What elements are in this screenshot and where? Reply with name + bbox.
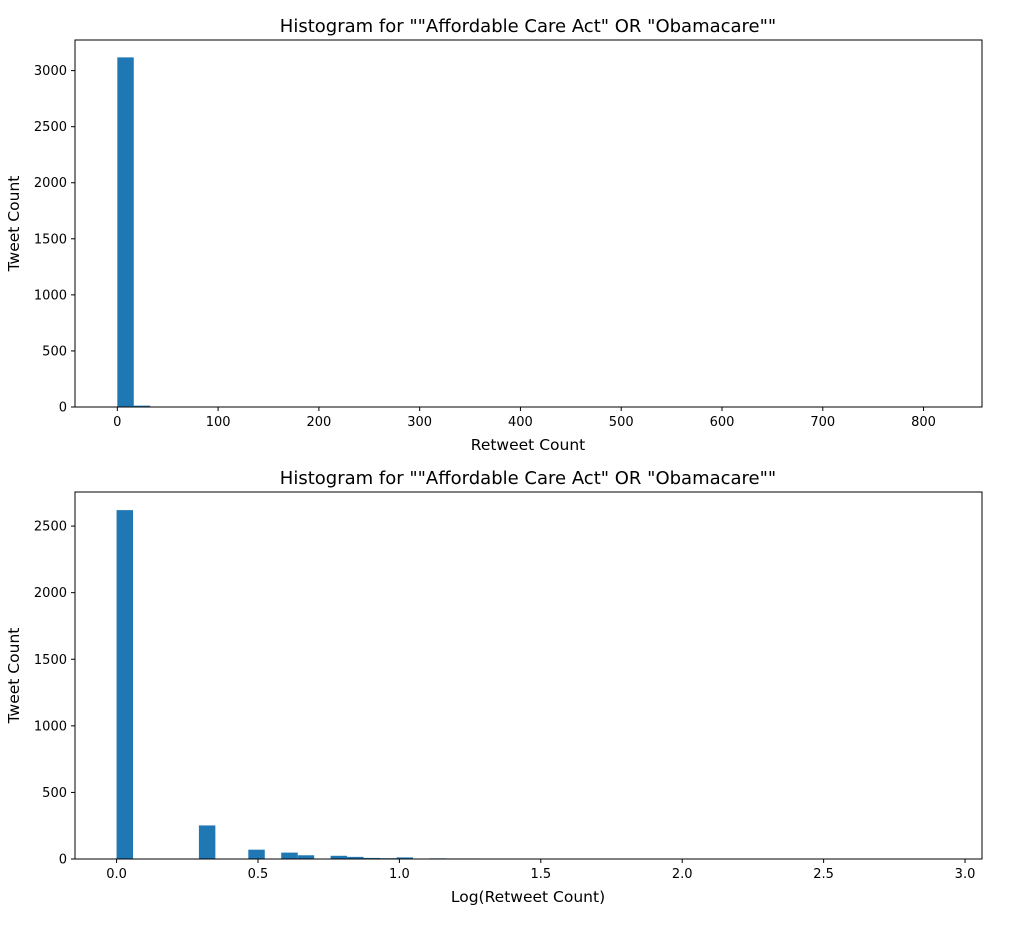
chart-1-x-ticks: 0 100 200 300 400 500 600 700 800 — [113, 407, 936, 430]
x-tick-label: 0 — [113, 415, 121, 430]
chart-2-y-axis-label: Tweet Count — [5, 628, 23, 725]
x-tick-label: 700 — [810, 415, 835, 430]
x-tick-label: 300 — [407, 415, 432, 430]
chart-1-y-ticks: 0 500 1000 1500 2000 2500 3000 — [34, 64, 75, 416]
y-tick-label: 1500 — [34, 232, 67, 247]
y-tick-label: 500 — [42, 344, 67, 359]
chart-2-x-ticks: 0.0 0.5 1.0 1.5 2.0 2.5 3.0 — [106, 859, 975, 882]
x-tick-label: 2.0 — [672, 867, 693, 882]
chart-2: Histogram for ""Affordable Care Act" OR … — [5, 468, 983, 906]
x-tick-label: 1.0 — [389, 867, 410, 882]
y-tick-label: 2500 — [34, 120, 67, 135]
x-tick-label: 500 — [609, 415, 634, 430]
chart-1: Histogram for ""Affordable Care Act" OR … — [5, 16, 983, 454]
histogram-bar — [363, 857, 381, 859]
chart-1-y-axis-label: Tweet Count — [5, 176, 23, 273]
x-tick-label: 0.5 — [248, 867, 269, 882]
x-tick-label: 3.0 — [955, 867, 976, 882]
histogram-bar — [396, 857, 413, 859]
chart-2-plot-frame — [74, 491, 983, 860]
chart-1-title: Histogram for ""Affordable Care Act" OR … — [280, 16, 776, 37]
x-tick-label: 200 — [306, 415, 331, 430]
x-tick-label: 400 — [508, 415, 533, 430]
chart-2-y-ticks: 0 500 1000 1500 2000 2500 — [34, 520, 75, 868]
chart-2-title: Histogram for ""Affordable Care Act" OR … — [280, 468, 776, 489]
y-tick-label: 1000 — [34, 288, 67, 303]
histogram-bar — [117, 57, 134, 407]
histogram-bar — [116, 510, 134, 859]
x-tick-label: 100 — [206, 415, 231, 430]
x-tick-label: 800 — [911, 415, 936, 430]
y-tick-label: 1500 — [34, 653, 67, 668]
histogram-bar — [347, 856, 364, 859]
y-tick-label: 2500 — [34, 520, 67, 535]
histogram-bar — [330, 855, 348, 859]
y-tick-label: 2000 — [34, 586, 67, 601]
histogram-bar — [133, 405, 151, 407]
x-tick-label: 1.5 — [530, 867, 551, 882]
x-tick-label: 600 — [710, 415, 735, 430]
y-tick-label: 3000 — [34, 64, 67, 79]
histogram-bar — [198, 825, 216, 859]
y-tick-label: 0 — [59, 853, 67, 868]
y-tick-label: 500 — [42, 786, 67, 801]
y-tick-label: 1000 — [34, 719, 67, 734]
histogram-bar — [297, 855, 315, 859]
chart-1-plot-frame — [74, 39, 983, 408]
x-tick-label: 2.5 — [813, 867, 834, 882]
chart-2-x-axis-label: Log(Retweet Count) — [451, 888, 605, 906]
x-tick-label: 0.0 — [106, 867, 127, 882]
y-tick-label: 2000 — [34, 176, 67, 191]
y-tick-label: 0 — [59, 401, 67, 416]
histogram-bar — [248, 849, 265, 859]
histogram-bar — [281, 852, 298, 859]
chart-1-x-axis-label: Retweet Count — [471, 436, 585, 454]
